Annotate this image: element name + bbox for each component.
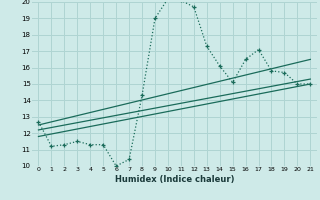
X-axis label: Humidex (Indice chaleur): Humidex (Indice chaleur) bbox=[115, 175, 234, 184]
